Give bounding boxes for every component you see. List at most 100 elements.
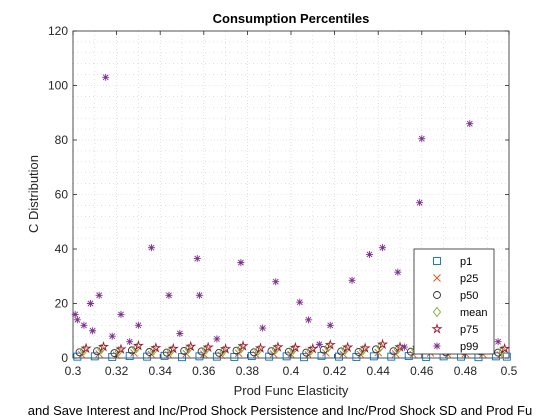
legend-marker-p1-shape bbox=[433, 257, 441, 265]
x-tick-label: 0.3 bbox=[65, 364, 82, 378]
data-point-p75-shape bbox=[289, 341, 301, 353]
data-point-p99-shape bbox=[95, 291, 103, 299]
data-point-p99 bbox=[147, 244, 155, 252]
data-point-p75 bbox=[132, 339, 144, 351]
data-point-mean bbox=[254, 345, 263, 356]
data-point-mean-shape bbox=[498, 345, 507, 356]
data-point-p99-shape bbox=[102, 73, 110, 81]
data-point-p1-shape bbox=[369, 352, 378, 361]
data-point-p99 bbox=[259, 324, 267, 332]
data-point-p99 bbox=[365, 250, 373, 258]
y-tick-label: 60 bbox=[55, 188, 69, 202]
data-point-p1 bbox=[335, 352, 343, 361]
x-tick-label: 0.48 bbox=[454, 364, 478, 378]
legend-label-p99: p99 bbox=[460, 341, 478, 353]
data-point-p99-shape bbox=[394, 268, 402, 276]
data-point-p75 bbox=[377, 338, 389, 350]
data-point-mean bbox=[498, 345, 507, 356]
legend-label-p50: p50 bbox=[460, 290, 478, 302]
data-point-p99 bbox=[193, 255, 201, 263]
data-point-p50 bbox=[319, 345, 328, 354]
y-tick-label: 20 bbox=[55, 297, 69, 311]
data-point-p99-shape bbox=[494, 338, 502, 346]
data-point-p99-shape bbox=[326, 321, 334, 329]
data-point-p1-shape bbox=[195, 352, 204, 361]
data-point-p75 bbox=[167, 342, 179, 354]
data-point-p75 bbox=[254, 342, 267, 353]
data-point-p99-shape bbox=[365, 250, 373, 258]
data-point-p50 bbox=[372, 345, 380, 354]
data-point-mean-shape bbox=[114, 345, 123, 357]
data-point-p99 bbox=[494, 338, 502, 346]
data-point-p99 bbox=[213, 335, 221, 343]
data-point-p99-shape bbox=[237, 259, 245, 267]
data-point-p99-shape bbox=[348, 276, 356, 284]
data-point-p50-shape bbox=[127, 346, 136, 355]
data-point-p1 bbox=[143, 352, 152, 361]
data-point-p75 bbox=[202, 341, 214, 353]
data-point-p99-shape bbox=[126, 338, 134, 346]
data-point-mean-shape bbox=[358, 344, 368, 356]
legend-label-p1: p1 bbox=[460, 256, 472, 268]
data-point-p75 bbox=[289, 341, 301, 353]
data-point-p99 bbox=[379, 244, 387, 252]
data-point-p1 bbox=[387, 352, 396, 361]
data-point-p99-shape bbox=[416, 199, 424, 207]
data-point-p1-shape bbox=[90, 352, 99, 361]
data-point-p99-shape bbox=[466, 120, 474, 128]
data-point-p99 bbox=[71, 310, 79, 318]
data-point-p99 bbox=[126, 338, 134, 346]
data-point-p99 bbox=[195, 291, 203, 299]
data-point-p75-shape bbox=[80, 342, 92, 354]
data-point-p99 bbox=[165, 291, 173, 299]
data-point-mean-shape bbox=[219, 345, 228, 357]
data-point-mean bbox=[358, 344, 368, 356]
y-axis-label: C Distribution bbox=[26, 155, 41, 233]
data-point-mean-shape bbox=[323, 342, 333, 353]
data-point-p75-shape bbox=[272, 341, 284, 352]
data-point-p99 bbox=[176, 329, 184, 337]
data-point-p1 bbox=[369, 352, 378, 361]
data-point-p75-shape bbox=[499, 342, 511, 354]
data-point-mean-shape bbox=[167, 345, 176, 356]
data-point-p99 bbox=[134, 321, 142, 329]
data-point-p99-shape bbox=[296, 298, 304, 306]
data-point-mean bbox=[97, 343, 106, 355]
data-point-p99-shape bbox=[108, 332, 116, 340]
data-point-p75-shape bbox=[202, 341, 214, 353]
data-point-p1 bbox=[108, 352, 117, 361]
x-tick-label: 0.38 bbox=[236, 364, 260, 378]
legend-marker-p99-shape bbox=[433, 342, 441, 350]
data-point-p75-shape bbox=[220, 343, 232, 354]
data-point-p99 bbox=[394, 268, 402, 276]
legend-marker-p1 bbox=[433, 257, 441, 265]
chart-title: Consumption Percentiles bbox=[213, 11, 370, 26]
data-point-p1 bbox=[265, 352, 274, 361]
data-point-p99-shape bbox=[418, 135, 426, 143]
y-tick-label: 80 bbox=[55, 133, 69, 147]
data-point-p1-shape bbox=[335, 352, 343, 361]
data-point-p75-shape bbox=[150, 342, 162, 353]
legend-marker-mean bbox=[432, 306, 442, 318]
data-point-p50 bbox=[127, 346, 136, 355]
data-point-p75-shape bbox=[167, 342, 179, 354]
data-point-p99 bbox=[117, 310, 125, 318]
data-point-mean-shape bbox=[184, 343, 193, 354]
data-point-p99-shape bbox=[259, 324, 267, 332]
data-point-mean-shape bbox=[132, 342, 141, 354]
data-point-p50-shape bbox=[319, 345, 328, 354]
data-point-p75-shape bbox=[254, 342, 267, 353]
data-point-mean-shape bbox=[79, 345, 88, 356]
data-point-p75 bbox=[499, 342, 511, 354]
legend-marker-p75-shape bbox=[431, 323, 443, 334]
legend-marker-p25-shape bbox=[433, 274, 441, 282]
data-point-p99-shape bbox=[80, 321, 88, 329]
legend-marker-p99 bbox=[433, 342, 441, 350]
data-point-p99-shape bbox=[165, 291, 173, 299]
legend-marker-mean-shape bbox=[432, 306, 442, 318]
data-point-p75 bbox=[97, 341, 110, 352]
x-tick-label: 0.44 bbox=[367, 364, 391, 378]
data-point-p1-shape bbox=[143, 352, 152, 361]
data-point-p99 bbox=[108, 332, 116, 340]
